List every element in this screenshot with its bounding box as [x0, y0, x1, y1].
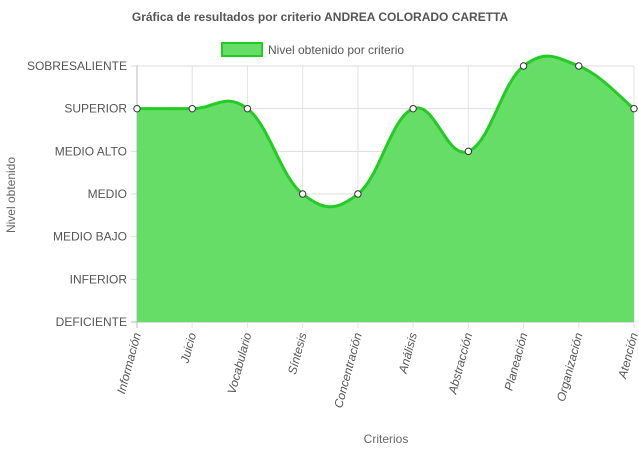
x-tick-label: Vocabulario: [225, 331, 255, 396]
data-point[interactable]: [409, 104, 417, 113]
x-axis-ticks: Información Juicio Vocabulario Síntesis Conc…: [114, 331, 639, 410]
chart-title: Gráfica de resultados por criterio ANDRE…: [132, 10, 509, 24]
y-tick-label: MEDIO: [88, 187, 127, 201]
series-line: [137, 54, 635, 209]
x-tick-label: Análisis: [396, 331, 420, 376]
y-tick-label: MEDIO ALTO: [55, 144, 127, 158]
legend[interactable]: Nivel obtenido por criterio: [221, 42, 404, 57]
legend-label: Nivel obtenido por criterio: [268, 43, 404, 57]
x-tick-label: Juicio: [177, 331, 199, 366]
y-tick-label: INFERIOR: [70, 272, 128, 286]
x-tick-label: Concentración: [331, 331, 365, 410]
data-points[interactable]: [133, 62, 638, 198]
legend-swatch: [221, 42, 263, 57]
y-tick-label: SUPERIOR: [64, 102, 127, 116]
data-point[interactable]: [133, 104, 141, 113]
data-point[interactable]: [575, 62, 583, 70]
y-tick-label: MEDIO BAJO: [53, 230, 127, 244]
data-point[interactable]: [188, 104, 196, 113]
x-tick-label: Planeación: [502, 331, 531, 392]
y-tick-label: SOBRESALIENTE: [27, 59, 127, 73]
y-axis-ticks: DEFICIENTE INFERIOR MEDIO BAJO MEDIO MEDIO A…: [27, 59, 127, 329]
x-axis-title: Criterios: [364, 432, 409, 446]
x-tick-label: Información: [114, 331, 144, 395]
data-point[interactable]: [243, 104, 252, 113]
area-fill: [137, 56, 634, 323]
data-point[interactable]: [354, 190, 362, 198]
y-tick-label: DEFICIENTE: [56, 315, 127, 329]
data-area: [137, 54, 635, 323]
x-tick-label: Síntesis: [285, 331, 310, 376]
x-tick-label: Abstracción: [445, 331, 475, 396]
data-point[interactable]: [630, 104, 638, 113]
data-point[interactable]: [298, 190, 307, 198]
y-axis-title: Nivel obtenido: [4, 157, 18, 233]
data-point[interactable]: [464, 147, 473, 156]
data-point[interactable]: [519, 62, 528, 70]
x-tick-label: Organización: [554, 331, 586, 403]
x-tick-label: Atención: [615, 331, 639, 381]
